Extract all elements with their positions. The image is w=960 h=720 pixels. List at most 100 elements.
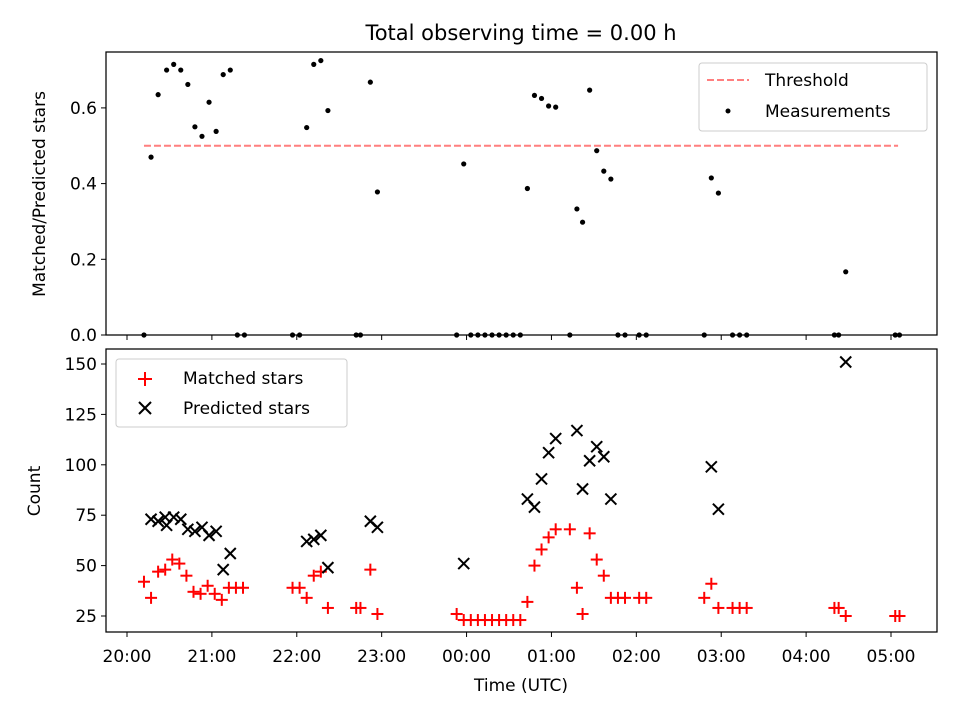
predicted-star-point	[174, 513, 187, 526]
matched-star-point	[208, 587, 221, 600]
predicted-star-point	[181, 523, 195, 536]
count-y-tick-label: 100	[65, 456, 97, 476]
count-y-tick-label: 125	[65, 405, 97, 425]
measurement-point	[553, 104, 559, 110]
count-x-tick-label: 05:00	[867, 647, 916, 667]
measurement-point	[843, 269, 849, 275]
measurement-point	[311, 61, 317, 67]
predicted-star-point	[371, 521, 384, 534]
matched-star-point	[514, 614, 527, 627]
count-y-tick-label: 150	[65, 355, 97, 375]
predicted-stars-points	[144, 355, 852, 576]
count-panel: 25 50 75 100 125 150 20:00 21:00 22:00 23:00 00:0…	[25, 348, 938, 696]
measurement-point	[206, 99, 212, 105]
count-x-tick-label: 03:00	[697, 647, 746, 667]
matched-star-point	[215, 593, 228, 606]
matched-legend-swatch	[138, 372, 152, 386]
ratio-y-tick-label: 0.4	[70, 175, 97, 195]
matched-star-point	[563, 523, 576, 536]
matched-star-point	[145, 591, 158, 604]
matched-star-point	[576, 607, 589, 620]
count-x-axis: 20:00 21:00 22:00 23:00 00:00 01:00 02:00 03:00…	[103, 632, 916, 667]
predicted-star-point	[590, 440, 603, 453]
matched-star-point	[166, 553, 179, 566]
predicted-star-point	[307, 533, 320, 546]
matched-star-point	[307, 569, 320, 582]
measurement-point	[155, 92, 161, 98]
threshold-legend-label: Threshold	[764, 71, 849, 91]
measurement-point	[164, 67, 170, 73]
measurement-point	[574, 206, 580, 212]
count-x-tick-label: 23:00	[357, 647, 406, 667]
ratio-legend-box	[698, 62, 928, 132]
count-plot-frame	[105, 348, 938, 633]
predicted-star-point	[583, 454, 596, 467]
measurement-point	[199, 133, 205, 139]
matched-star-point	[640, 591, 653, 604]
matched-star-point	[542, 531, 555, 544]
count-x-tick-label: 01:00	[527, 647, 576, 667]
predicted-star-point	[839, 355, 852, 369]
measurement-point	[220, 71, 226, 78]
measurement-point	[708, 175, 714, 181]
matched-star-point	[893, 610, 906, 622]
predicted-star-point	[528, 500, 541, 514]
matched-star-point	[293, 581, 306, 594]
matched-star-point	[173, 557, 186, 570]
matched-star-point	[354, 601, 367, 614]
matched-star-point	[364, 563, 377, 576]
matched-star-point	[549, 523, 562, 536]
ratio-x-axis	[126, 335, 892, 340]
measurement-point	[579, 219, 586, 225]
count-x-tick-label: 04:00	[782, 647, 831, 667]
measurement-point	[325, 107, 331, 114]
measurement-point	[304, 124, 310, 131]
ratio-plot-frame	[105, 51, 938, 336]
count-y-axis: 25 50 75 100 125 150	[65, 355, 106, 627]
predicted-star-point	[576, 482, 589, 496]
matched-stars-points	[137, 523, 906, 627]
predicted-star-point	[300, 535, 313, 548]
predicted-star-point	[217, 563, 230, 576]
count-x-tick-label: 21:00	[187, 647, 236, 667]
matched-star-point	[597, 569, 610, 582]
count-y-tick-label: 50	[75, 557, 97, 577]
measurement-point	[461, 161, 467, 167]
measurement-point	[531, 92, 538, 99]
ratio-y-tick-label: 0.6	[70, 99, 97, 119]
ratio-legend: Threshold Measurements	[698, 62, 928, 132]
matched-star-point	[237, 581, 250, 594]
matched-star-point	[535, 543, 548, 556]
measurements-legend-swatch	[725, 108, 731, 114]
matched-star-point	[180, 569, 193, 582]
matched-star-point	[137, 575, 150, 588]
measurement-point	[148, 154, 154, 160]
predicted-star-point	[570, 424, 584, 437]
count-x-label: Time (UTC)	[473, 676, 568, 696]
matched-star-point	[159, 563, 172, 576]
count-y-label: Count	[25, 465, 45, 516]
matched-star-point	[194, 587, 207, 600]
ratio-y-tick-label: 0.2	[70, 250, 97, 270]
predicted-star-point	[144, 513, 158, 526]
measurement-point	[178, 67, 184, 73]
measurement-point	[546, 103, 552, 109]
measurement-point	[587, 87, 593, 93]
measurement-point	[367, 79, 373, 85]
predicted-star-point	[604, 492, 618, 506]
measurement-point	[192, 124, 198, 130]
predicted-star-point	[705, 460, 718, 474]
count-x-tick-label: 20:00	[103, 647, 152, 667]
matched-star-point	[839, 610, 852, 622]
measurement-point	[213, 128, 219, 134]
predicted-star-point	[188, 525, 202, 538]
matched-star-point	[832, 601, 845, 614]
matched-star-point	[321, 601, 334, 614]
matched-star-point	[201, 579, 214, 592]
measurement-point	[524, 185, 530, 192]
measurement-points	[141, 57, 903, 338]
matched-star-point	[698, 591, 711, 604]
matched-star-point	[705, 577, 718, 590]
matched-star-point	[152, 565, 165, 578]
